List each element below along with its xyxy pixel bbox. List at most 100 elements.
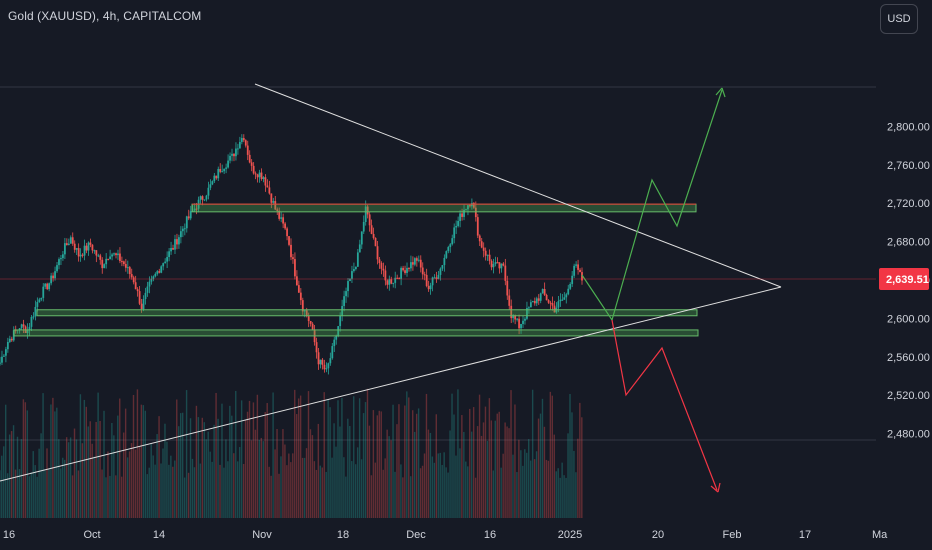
candle-body [8,338,11,342]
volume-bar [294,389,296,518]
candle-body [305,310,308,317]
zone-resistance[interactable] [191,203,697,213]
candle-body [20,324,23,329]
candle-body [95,250,98,256]
candle-body [288,236,290,245]
candle-body [18,328,21,330]
volume-bar [46,448,48,518]
candle-body [199,196,202,200]
y-tick-label: 2,480.00 [887,429,930,441]
candle-body [408,267,410,269]
candle-body [439,268,442,275]
volume-bar [140,404,143,518]
volume-bar [370,475,373,518]
volume-bar [345,476,347,518]
candle-body [370,225,373,234]
candle-body [270,193,273,203]
candle-body [457,220,460,227]
candle-body [480,241,483,248]
candle-body [529,302,532,308]
zone-support-upper[interactable] [36,309,698,317]
volume-bar [16,436,19,518]
candle-body [567,288,570,295]
candle-body [77,248,80,257]
zone-support-lower[interactable] [13,329,699,337]
candle-body [524,318,526,321]
volume-bar [156,434,158,518]
candle-body [237,148,239,150]
upper-trendline[interactable] [254,83,782,288]
currency-button[interactable]: USD [880,4,918,34]
candle-body [148,281,151,287]
volume-bar [26,410,29,518]
volume-bar [79,394,82,518]
volume-bar [549,391,552,518]
candle-body [319,359,322,365]
candle-body [360,231,363,245]
candle-body [121,261,123,263]
candle-body [274,201,277,210]
volume-bar [419,468,422,518]
price-badge: 2,639.51 [879,268,929,290]
volume-bar [392,404,394,518]
volume-bar [264,411,266,518]
candle-body [97,255,100,257]
candle-body [327,363,330,369]
trendlines[interactable] [0,83,782,482]
candle-body [551,303,554,306]
volume-bar [146,474,148,518]
bear-projection-path[interactable] [611,319,718,491]
volume-bar [323,392,325,518]
volume-bar [561,462,563,518]
volume-bar [187,472,190,518]
volume-bar [83,399,86,518]
candle-body [260,172,263,180]
candle-body [10,338,13,341]
volume-bar [494,420,496,518]
candle-body [547,300,550,303]
volume-bar [476,426,479,518]
candle-body [191,210,194,212]
candle-body [337,326,340,336]
candle-body [400,267,403,279]
volume-bar [488,398,491,518]
x-tick-label: Nov [252,529,272,541]
candle-body [158,271,161,273]
volume-bar [134,449,137,518]
candle-body [315,342,318,353]
candle-body [69,237,72,244]
volume-bar [435,414,437,518]
candle-body [417,259,420,261]
x-tick-label: 2025 [558,529,582,541]
volume-bar [71,475,74,518]
candle-body [396,277,399,279]
volume-bar [103,410,105,518]
volume-bar [510,390,512,518]
candle-body [67,243,70,246]
candle-body [79,254,82,257]
candle-body [549,302,552,304]
candle-body [309,321,312,324]
candle-body [103,264,106,269]
x-axis[interactable]: 16 Oct 14 Nov 18 Dec 16 2025 20 Feb 17 Ma [3,529,888,541]
zones[interactable] [13,203,699,337]
candle-body [437,274,440,279]
bull-projection-path[interactable] [581,89,723,322]
candle-body [543,289,546,295]
projections[interactable] [581,87,726,493]
candle-body [516,318,519,320]
lower-trendline[interactable] [0,286,782,482]
volume-bar [38,448,40,518]
candle-body [113,253,115,255]
volume-bar [453,414,455,518]
volume-bar [225,439,227,518]
candle-body [325,368,328,370]
candle-body [486,254,489,256]
candle-body [144,292,147,300]
volume-bar [518,439,520,518]
candle-body [292,257,294,260]
volume-bar [299,395,302,518]
candle-body [372,233,375,238]
volume-bar [97,392,99,518]
